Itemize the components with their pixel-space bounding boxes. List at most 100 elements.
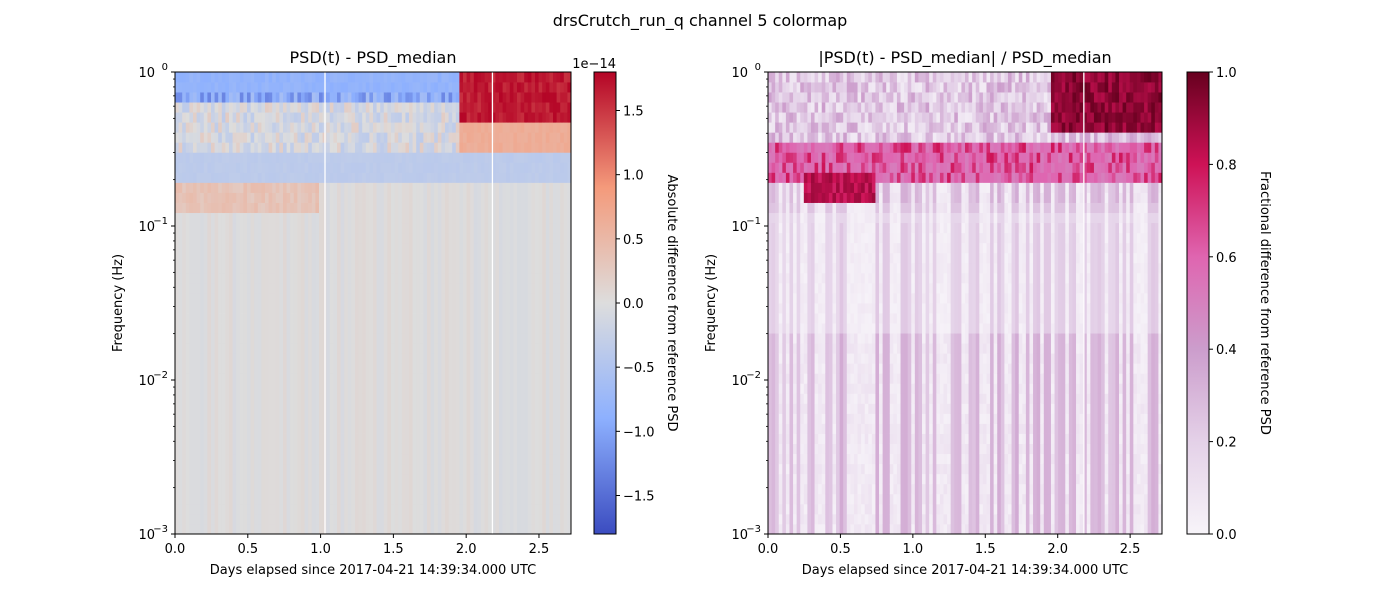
heatmap-cell bbox=[448, 172, 453, 183]
heatmap-cell bbox=[542, 433, 547, 445]
heatmap-cell bbox=[380, 212, 385, 224]
heatmap-cell bbox=[419, 192, 424, 203]
heatmap-cell bbox=[542, 262, 547, 274]
heatmap-cell bbox=[351, 242, 356, 254]
heatmap-cell bbox=[527, 262, 532, 274]
heatmap-cell bbox=[214, 202, 219, 214]
heatmap-cell bbox=[189, 262, 194, 274]
heatmap-cell bbox=[398, 503, 403, 515]
heatmap-cell bbox=[535, 272, 539, 284]
heatmap-cell bbox=[560, 272, 565, 284]
heatmap-cell bbox=[369, 232, 374, 244]
heatmap-cell bbox=[387, 443, 392, 455]
heatmap-cell bbox=[239, 172, 244, 183]
heatmap-cell bbox=[185, 523, 190, 535]
heatmap-cell bbox=[463, 152, 467, 163]
heatmap-cell bbox=[394, 182, 399, 193]
heatmap-cell bbox=[448, 142, 453, 153]
heatmap-cell bbox=[549, 202, 554, 214]
heatmap-cell bbox=[236, 252, 241, 264]
heatmap-cell bbox=[286, 523, 291, 535]
heatmap-cell bbox=[434, 162, 439, 173]
heatmap-cell bbox=[265, 463, 269, 475]
heatmap-cell bbox=[553, 373, 557, 384]
heatmap-cell bbox=[268, 503, 273, 515]
heatmap-cell bbox=[538, 212, 543, 224]
heatmap-cell bbox=[196, 102, 201, 113]
heatmap-cell bbox=[495, 232, 500, 244]
heatmap-cell bbox=[401, 142, 406, 153]
heatmap-cell bbox=[189, 493, 194, 505]
heatmap-cell bbox=[427, 513, 431, 525]
heatmap-cell bbox=[196, 333, 201, 344]
heatmap-cell bbox=[265, 232, 269, 244]
heatmap-cell bbox=[239, 282, 244, 294]
heatmap-cell bbox=[196, 433, 201, 445]
heatmap-cell bbox=[383, 232, 388, 244]
heatmap-cell bbox=[200, 102, 205, 113]
heatmap-cell bbox=[394, 142, 399, 153]
heatmap-cell bbox=[236, 212, 241, 224]
heatmap-cell bbox=[265, 272, 269, 284]
heatmap-cell bbox=[207, 413, 212, 424]
heatmap-cell bbox=[387, 503, 392, 515]
heatmap-cell bbox=[553, 152, 557, 163]
heatmap-cell bbox=[358, 172, 363, 183]
heatmap-cell bbox=[376, 313, 381, 324]
heatmap-cell bbox=[207, 202, 212, 214]
heatmap-cell bbox=[182, 513, 187, 525]
heatmap-cell bbox=[337, 212, 341, 224]
heatmap-cell bbox=[337, 202, 341, 214]
heatmap-cell bbox=[257, 393, 262, 404]
heatmap-cell bbox=[362, 403, 367, 414]
heatmap-cell bbox=[383, 202, 388, 214]
heatmap-cell bbox=[401, 383, 406, 394]
heatmap-cell bbox=[272, 162, 277, 173]
heatmap-cell bbox=[337, 262, 341, 274]
heatmap-cell bbox=[257, 102, 262, 113]
heatmap-cell bbox=[333, 403, 338, 414]
heatmap-cell bbox=[441, 383, 446, 394]
heatmap-cell bbox=[445, 413, 449, 424]
heatmap-cell bbox=[445, 212, 449, 224]
heatmap-cell bbox=[416, 212, 421, 224]
heatmap-cell bbox=[553, 282, 557, 294]
heatmap-cell bbox=[481, 292, 485, 304]
heatmap-cell bbox=[531, 383, 536, 394]
heatmap-cell bbox=[293, 252, 298, 264]
heatmap-cell bbox=[185, 433, 190, 445]
heatmap-cell bbox=[502, 72, 507, 83]
heatmap-cell bbox=[437, 423, 442, 434]
heatmap-cell bbox=[319, 323, 323, 334]
heatmap-cell bbox=[535, 353, 539, 364]
heatmap-cell bbox=[502, 393, 507, 404]
heatmap-cell bbox=[484, 92, 489, 103]
heatmap-cell bbox=[412, 162, 417, 173]
heatmap-cell bbox=[491, 202, 496, 214]
heatmap-cell bbox=[459, 272, 464, 284]
heatmap-cell bbox=[391, 122, 395, 133]
heatmap-cell bbox=[265, 433, 269, 445]
heatmap-cell bbox=[419, 222, 424, 234]
heatmap-cell bbox=[394, 172, 399, 183]
heatmap-cell bbox=[229, 363, 233, 374]
heatmap-cell bbox=[517, 463, 521, 475]
heatmap-cell bbox=[416, 112, 421, 123]
heatmap-cell bbox=[527, 443, 532, 455]
heatmap-cell bbox=[279, 423, 284, 434]
heatmap-cell bbox=[286, 313, 291, 324]
heatmap-cell bbox=[398, 423, 403, 434]
heatmap-cell bbox=[495, 333, 500, 344]
heatmap-cell bbox=[542, 473, 547, 485]
heatmap-cell bbox=[355, 473, 359, 485]
heatmap-cell bbox=[218, 503, 223, 515]
heatmap-cell bbox=[301, 262, 305, 274]
heatmap-cell bbox=[286, 172, 291, 183]
heatmap-cell bbox=[257, 152, 262, 163]
heatmap-cell bbox=[556, 142, 561, 153]
heatmap-cell bbox=[502, 112, 507, 123]
heatmap-cell bbox=[225, 82, 230, 93]
heatmap-cell bbox=[189, 503, 194, 515]
heatmap-cell bbox=[203, 353, 208, 364]
heatmap-cell bbox=[542, 172, 547, 183]
